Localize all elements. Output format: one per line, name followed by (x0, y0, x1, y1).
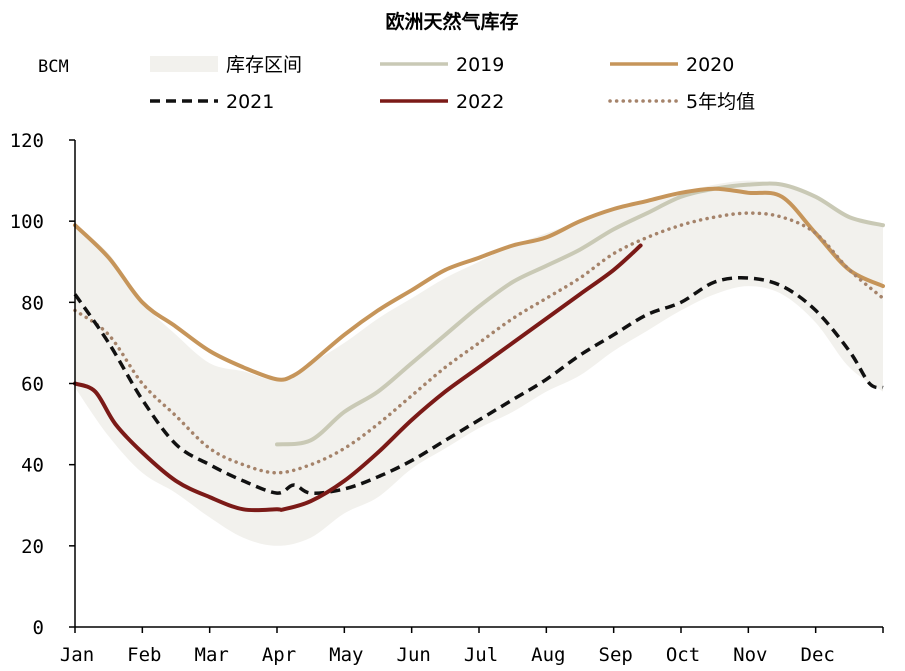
y-tick-label: 80 (21, 292, 44, 314)
legend-label: 5年均值 (686, 91, 755, 113)
x-tick-label: Feb (127, 644, 161, 666)
legend-item-avg5: 5年均值 (608, 91, 755, 113)
axes: 0 20 40 60 80 100 120 Jan Feb Mar Apr May Jun Jul Aug S… (10, 130, 884, 666)
y-tick-label: 0 (33, 617, 44, 639)
storage-range-band (75, 180, 883, 546)
x-tick-label: Dec (801, 644, 835, 666)
legend-item-2020: 2020 (610, 54, 734, 76)
x-tick-label: Apr (262, 644, 296, 666)
series-line-2022 (73, 243, 643, 513)
y-tick-label: 60 (21, 374, 44, 396)
legend-item-2021: 2021 (150, 91, 274, 113)
series-line-2019 (275, 181, 885, 447)
x-tick-label: Jun (397, 644, 431, 666)
x-tick-label: May (329, 644, 363, 666)
legend-label: 2021 (226, 91, 274, 113)
plot-area (73, 180, 885, 546)
x-tick-label: Nov (733, 644, 767, 666)
legend-item-2022: 2022 (380, 91, 504, 113)
series-line-2020 (73, 186, 885, 382)
x-tick-label: Oct (666, 644, 700, 666)
legend-label: 库存区间 (226, 54, 302, 76)
x-tick-label: Jul (464, 644, 498, 666)
y-tick-label: 40 (21, 455, 44, 477)
y-tick-label: 20 (21, 536, 44, 558)
legend-label: 2022 (456, 91, 504, 113)
legend-swatch-band (150, 56, 218, 72)
x-tick-label: Aug (531, 644, 565, 666)
y-tick-label: 120 (10, 130, 44, 152)
chart-title: 欧洲天然气库存 (385, 10, 518, 33)
legend-item-2019: 2019 (380, 54, 504, 76)
x-tick-label: Sep (599, 644, 633, 666)
y-tick-label: 100 (10, 211, 44, 233)
legend: 库存区间 2019 2020 2021 2022 5年均值 (150, 54, 755, 113)
x-tick-label: Jan (60, 644, 94, 666)
legend-label: 2020 (686, 54, 734, 76)
legend-label: 2019 (456, 54, 504, 76)
legend-item-range: 库存区间 (150, 54, 302, 76)
x-tick-label: Mar (195, 644, 229, 666)
series-line-2021 (73, 276, 884, 495)
unit-label: BCM (38, 57, 69, 77)
